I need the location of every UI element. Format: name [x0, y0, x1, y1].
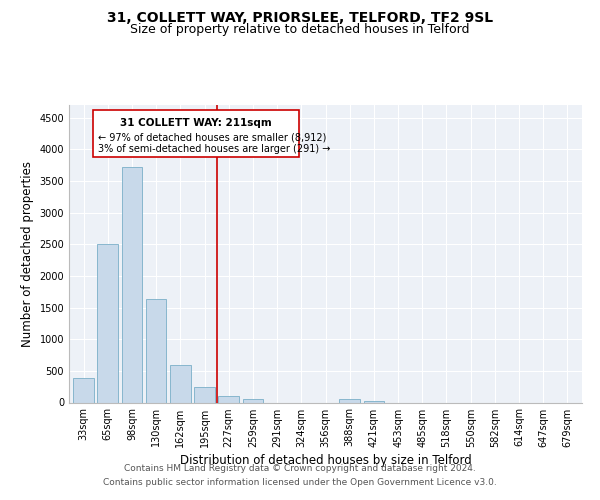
Text: 31, COLLETT WAY, PRIORSLEE, TELFORD, TF2 9SL: 31, COLLETT WAY, PRIORSLEE, TELFORD, TF2… — [107, 11, 493, 25]
Text: Contains public sector information licensed under the Open Government Licence v3: Contains public sector information licen… — [103, 478, 497, 487]
Text: ← 97% of detached houses are smaller (8,912): ← 97% of detached houses are smaller (8,… — [98, 132, 326, 142]
Bar — [97, 244, 118, 402]
Bar — [146, 298, 166, 403]
Text: Contains HM Land Registry data © Crown copyright and database right 2024.: Contains HM Land Registry data © Crown c… — [124, 464, 476, 473]
Bar — [73, 378, 94, 402]
Bar — [194, 388, 215, 402]
FancyBboxPatch shape — [93, 110, 299, 157]
Text: 3% of semi-detached houses are larger (291) →: 3% of semi-detached houses are larger (2… — [98, 144, 331, 154]
Bar — [122, 167, 142, 402]
Bar — [364, 400, 384, 402]
Text: Size of property relative to detached houses in Telford: Size of property relative to detached ho… — [130, 22, 470, 36]
Bar — [218, 396, 239, 402]
Bar — [170, 364, 191, 403]
Text: 31 COLLETT WAY: 211sqm: 31 COLLETT WAY: 211sqm — [120, 118, 272, 128]
Bar — [242, 399, 263, 402]
Bar — [340, 400, 360, 402]
X-axis label: Distribution of detached houses by size in Telford: Distribution of detached houses by size … — [179, 454, 472, 467]
Y-axis label: Number of detached properties: Number of detached properties — [21, 161, 34, 347]
